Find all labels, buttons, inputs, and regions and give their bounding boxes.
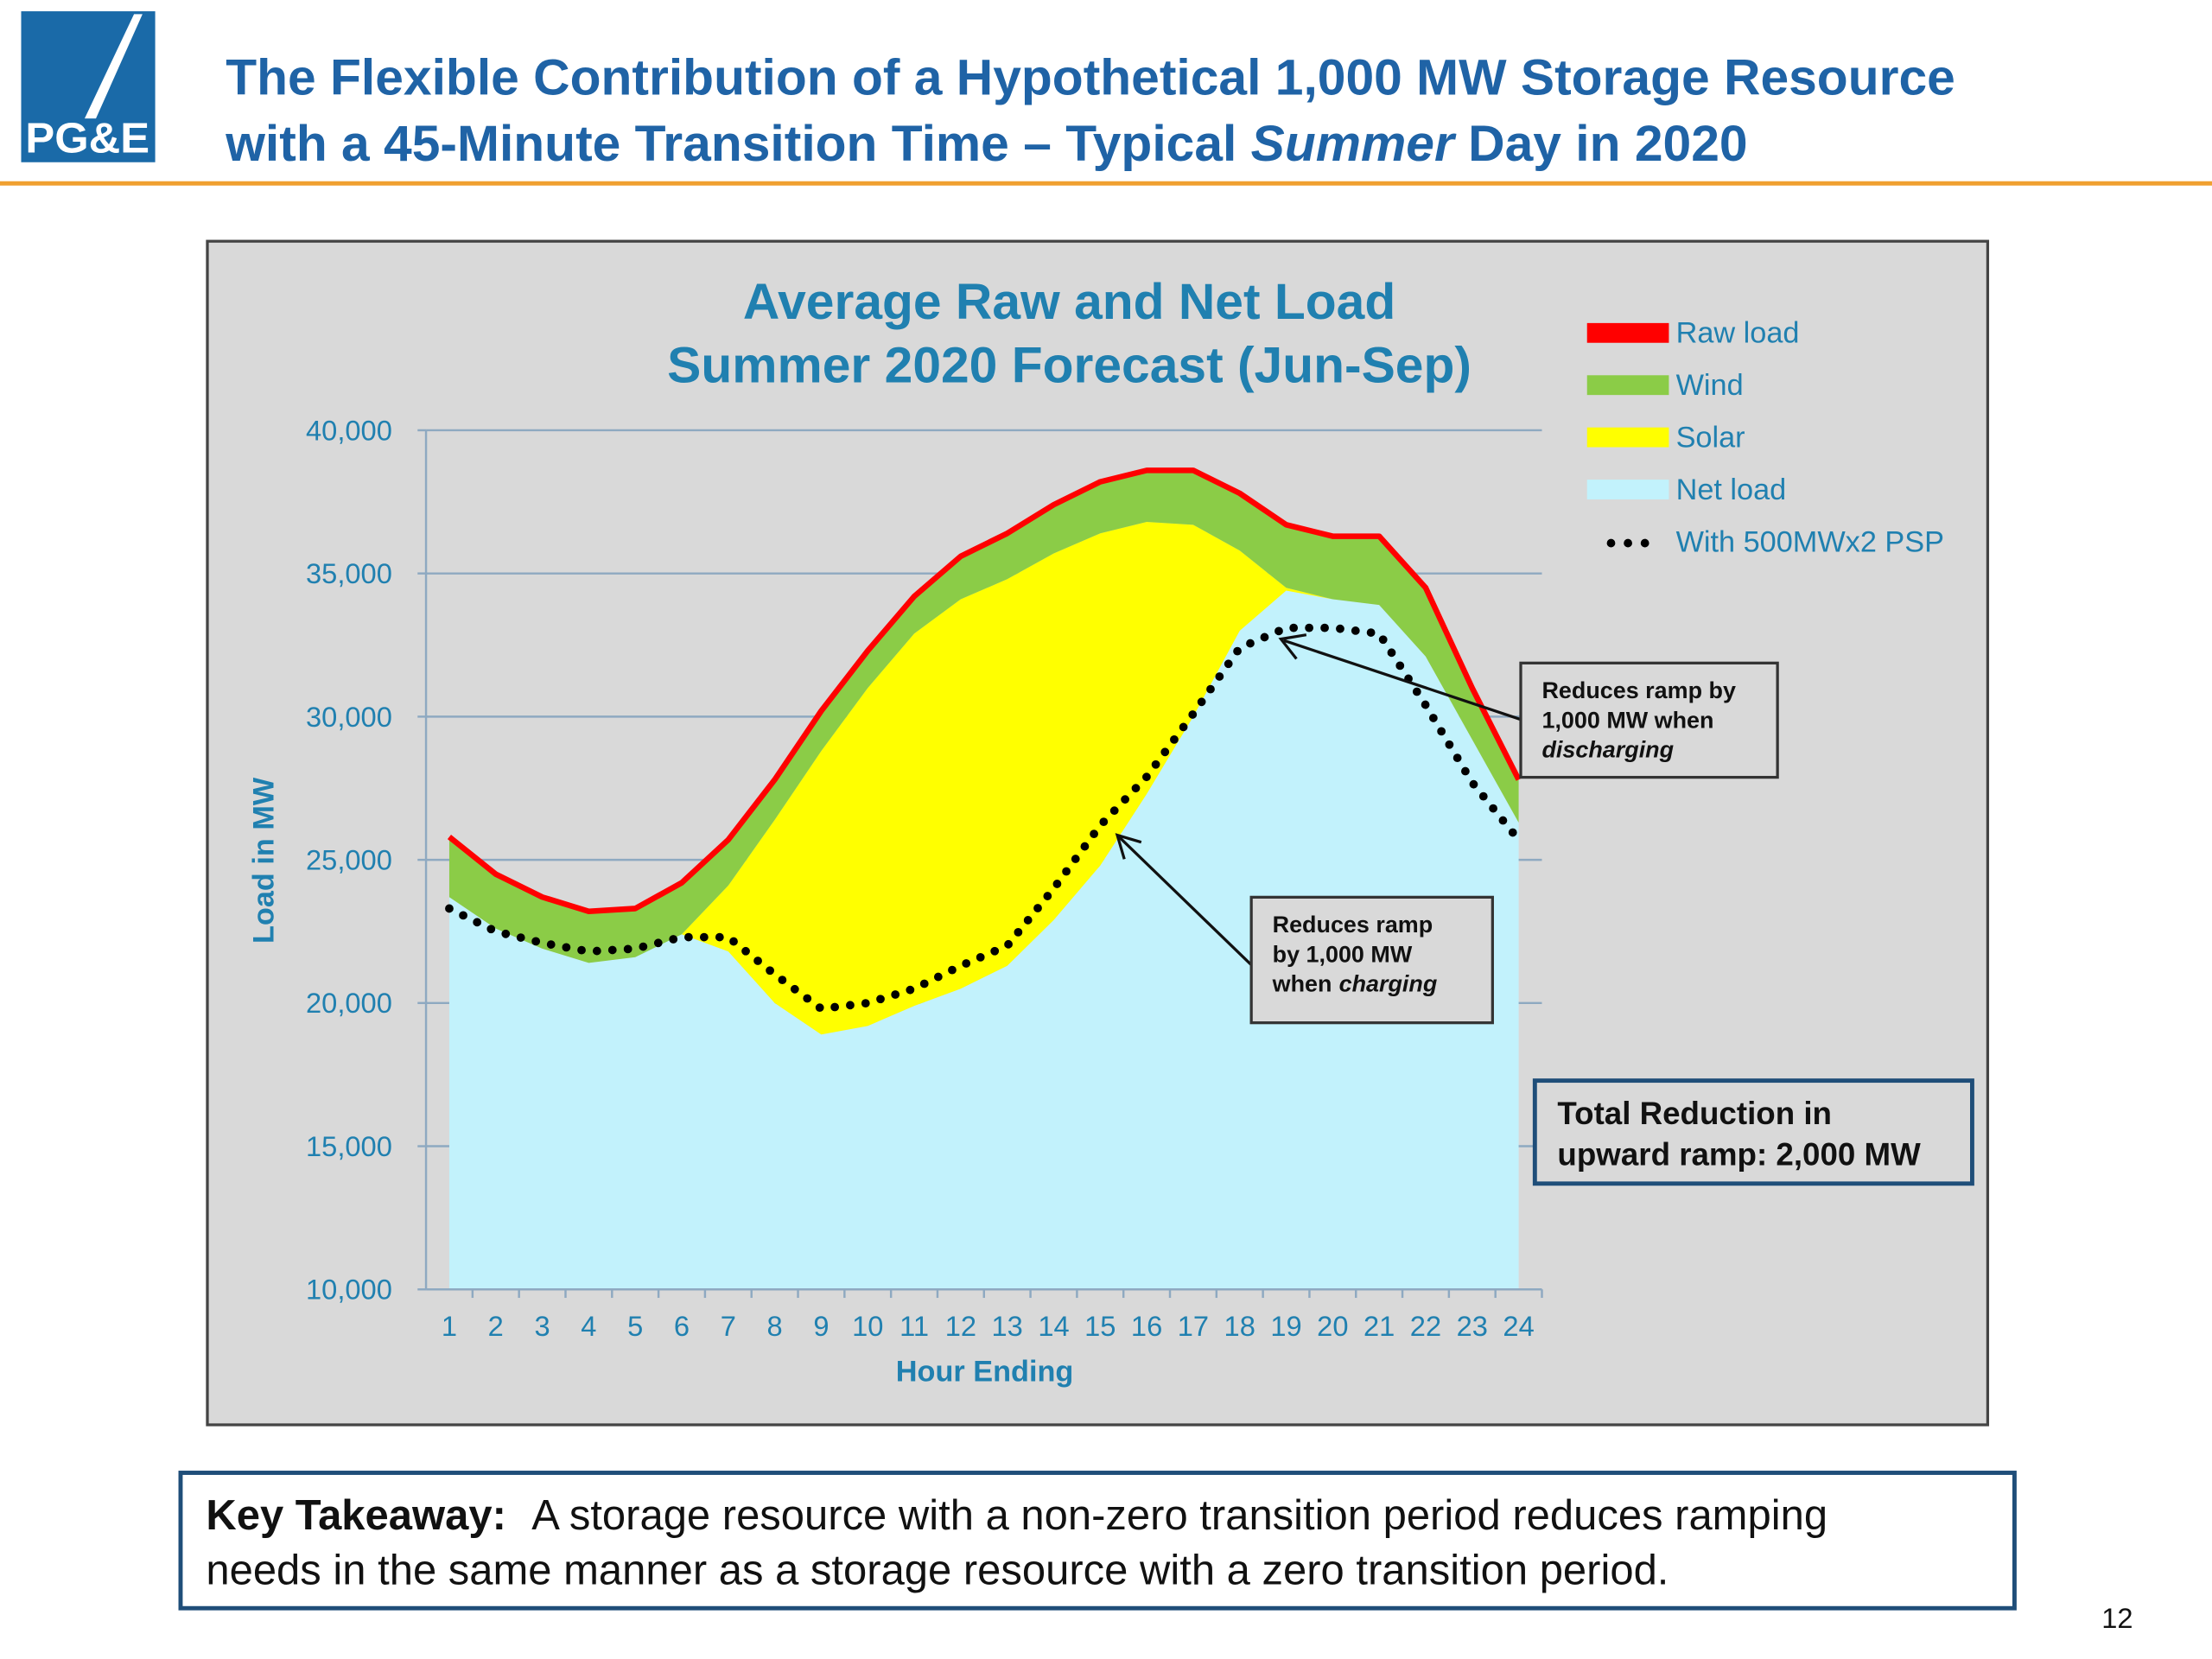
x-tick-label: 8 [767, 1310, 783, 1342]
y-tick-label: 10,000 [306, 1274, 392, 1306]
total-box-frame [1532, 1078, 1974, 1186]
x-tick-label: 9 [813, 1310, 829, 1342]
annotation-part: when [1272, 971, 1332, 997]
key-takeaway-line: Key Takeaway: A storage resource with a n… [206, 1492, 1827, 1539]
legend-label: Solar [1676, 422, 1745, 454]
key-takeaway-label: Key Takeaway: [206, 1492, 506, 1539]
title-part: Day in 2020 [1454, 116, 1748, 172]
logo-box [21, 11, 156, 162]
area [448, 522, 1519, 1035]
x-tick-label: 24 [1503, 1310, 1534, 1342]
slide-title-line: The Flexible Contribution of a Hypotheti… [226, 49, 1955, 105]
x-tick-label: 13 [992, 1310, 1023, 1342]
x-tick-label: 12 [945, 1310, 976, 1342]
x-tick-label: 11 [899, 1310, 929, 1342]
key-takeaway-line: needs in the same manner as a storage re… [206, 1547, 1669, 1593]
annotation-text: discharging [1541, 737, 1674, 763]
logo-text: PG&E [25, 115, 149, 162]
annotation-box [1519, 661, 1779, 779]
annotation-part: charging [1339, 971, 1438, 997]
arrow-head [1115, 833, 1142, 860]
y-tick-label: 25,000 [306, 844, 392, 876]
legend: Raw load Wind Solar Net load With 500MWx2 PS… [1586, 317, 1944, 558]
arrow-head [1278, 633, 1307, 660]
y-axis-label: Load in MW [248, 777, 281, 944]
annotation-box [1249, 895, 1494, 1025]
annotation-text: Reduces ramp by [1541, 677, 1735, 703]
x-tick-label: 1 [442, 1310, 457, 1342]
legend-item: Net load [1586, 474, 1787, 506]
legend-item: Wind [1586, 369, 1744, 402]
slide-title-line: with a 45-Minute Transition Time – Typic… [225, 116, 1747, 172]
axes: 10,000 15,000 20,000 25,000 30,000 35,000 40,0… [306, 414, 1543, 1342]
lines [445, 467, 1523, 1014]
page-number: 12 [2101, 1602, 2133, 1634]
area [448, 590, 1519, 1290]
x-tick-label: 16 [1131, 1310, 1162, 1342]
title-part: The Flexible Contribution of a Hypotheti… [226, 49, 1955, 105]
y-tick-label: 40,000 [306, 414, 392, 446]
x-tick-label: 4 [581, 1310, 596, 1342]
legend-label: Net load [1676, 474, 1787, 506]
chart-title: Average Raw and Net Load [743, 274, 1395, 330]
key-takeaway-box [178, 1471, 2017, 1611]
key-takeaway: Key Takeaway: A storage resource with a n… [178, 1471, 2017, 1611]
y-tick-label: 30,000 [306, 701, 392, 733]
key-takeaway-text: A storage resource with a non-zero trans… [531, 1492, 1827, 1539]
x-tick-label: 15 [1084, 1310, 1116, 1342]
x-tick-label: 5 [627, 1310, 643, 1342]
x-tick-label: 7 [721, 1310, 736, 1342]
legend-label: Wind [1676, 369, 1744, 402]
legend-item: Solar [1586, 422, 1745, 454]
total-text: upward ramp: 2,000 MW [1557, 1137, 1921, 1173]
annotation-text: Reduces ramp [1273, 912, 1433, 938]
line [447, 467, 1522, 915]
x-axis-label: Hour Ending [896, 1355, 1074, 1388]
x-tick-label: 19 [1270, 1310, 1301, 1342]
legend-item: Raw load [1586, 317, 1800, 350]
legend-swatch [1586, 480, 1669, 499]
legend-item: With 500MWx2 PSP [1606, 525, 1944, 558]
x-tick-label: 18 [1224, 1310, 1255, 1342]
x-tick-label: 23 [1457, 1310, 1488, 1342]
annotation: Reduces ramp by 1,000 MW when charging [1115, 833, 1494, 1025]
annotation-text: 1,000 MW when [1541, 707, 1713, 733]
x-tick-label: 22 [1410, 1310, 1441, 1342]
area [448, 470, 1519, 963]
y-tick-label: 35,000 [306, 557, 392, 589]
logo: PG&E [21, 11, 156, 162]
x-tick-label: 2 [488, 1310, 504, 1342]
areas [448, 470, 1519, 1290]
legend-swatch [1586, 375, 1669, 396]
y-tick-label: 20,000 [306, 987, 392, 1019]
y-tick-label: 15,000 [306, 1130, 392, 1162]
annotation-text: when charging [1272, 971, 1438, 997]
total-box: Total Reduction in upward ramp: 2,000 MW [1532, 1078, 1974, 1186]
chart-title: Summer 2020 Forecast (Jun-Sep) [667, 337, 1471, 393]
total-text: Total Reduction in [1557, 1096, 1832, 1131]
legend-swatch [1586, 427, 1669, 448]
legend-label: With 500MWx2 PSP [1676, 525, 1944, 558]
annotation-text: by 1,000 MW [1273, 941, 1413, 967]
x-tick-label: 6 [674, 1310, 690, 1342]
legend-swatch [1586, 322, 1669, 343]
arrow-line [1117, 835, 1253, 966]
x-tick-label: 20 [1317, 1310, 1348, 1342]
legend-label: Raw load [1676, 317, 1800, 350]
title-part: with a 45-Minute Transition Time – Typic… [225, 116, 1250, 172]
x-tick-label: 21 [1363, 1310, 1395, 1342]
arrow-line [1283, 639, 1522, 721]
x-tick-label: 14 [1038, 1310, 1069, 1342]
x-tick-label: 10 [852, 1310, 883, 1342]
x-tick-label: 3 [535, 1310, 550, 1342]
x-tick-label: 17 [1178, 1310, 1209, 1342]
logo-stroke [84, 14, 143, 119]
title-part: Summer [1251, 116, 1457, 172]
line [445, 623, 1523, 1014]
annotation: Reduces ramp by 1,000 MW when dischargin… [1278, 633, 1779, 779]
